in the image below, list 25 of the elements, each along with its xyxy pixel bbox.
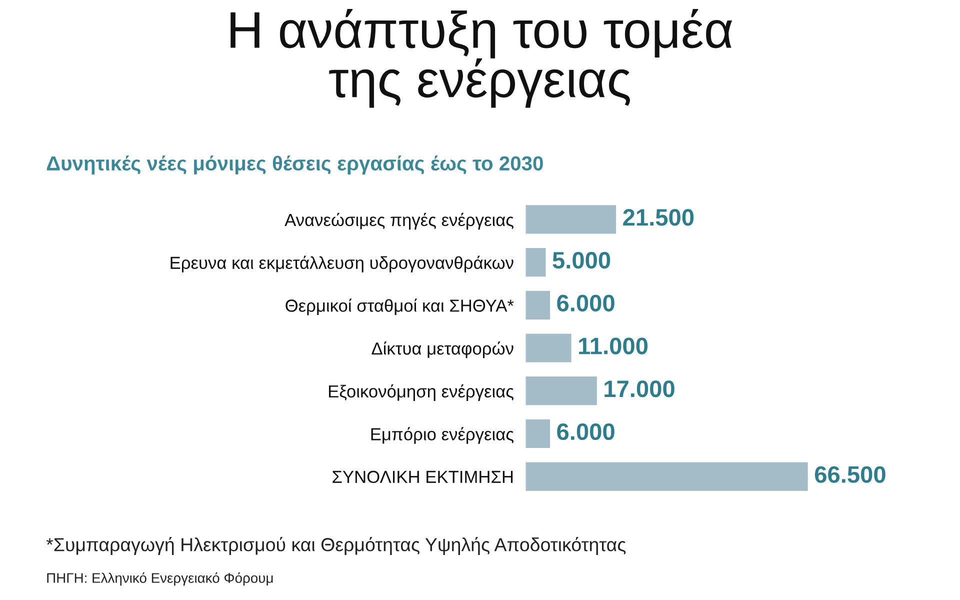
y-tick-label: Εμπόριο ενέργειας (371, 427, 514, 444)
text: ΠΗΓΗ: Ελληνικό Ενεργειακό Φόρουμ (47, 572, 273, 586)
bar (525, 375, 598, 407)
y-tick-label: Θερμικοί σταθμοί και ΣΗΘΥΑ* (286, 298, 514, 316)
bar (525, 332, 573, 364)
data-label: 5.000 (552, 252, 610, 269)
y-tick-label: Εξοικονόμηση ενέργειας (329, 384, 514, 401)
data-label: 17.000 (604, 380, 674, 398)
bar (525, 460, 810, 492)
y-tick-label: ΣΥΝΟΛΙΚΗ ΕΚΤΙΜΗΣΗ (332, 470, 513, 484)
data-label: 21.500 (623, 209, 694, 226)
text: *Συμπαραγωγή Ηλεκτρισμού και Θερμότητας Υψηλής Αποδοτικότητας (46, 536, 626, 556)
y-tick-label: Ερευνα και εκμετάλλευση υδρογονανθράκων (170, 256, 514, 272)
bar (525, 204, 618, 236)
bar (525, 246, 548, 278)
y-tick-label: Δίκτυα μεταφορών (372, 341, 514, 358)
data-label: 6.000 (557, 294, 614, 312)
data-label: 66.500 (814, 466, 886, 483)
text: Δυνητικές νέες μόνιμες θέσεις εργασίας έως το 2030 (46, 155, 543, 175)
bar (525, 418, 552, 450)
data-label: 11.000 (579, 338, 648, 354)
bar (525, 289, 552, 321)
data-label: 6.000 (557, 423, 614, 440)
y-tick-label: Ανανεώσιμες πηγές ενέργειας (284, 212, 514, 230)
chart-title: Η ανάπτυξη του τομέα της ενέργειας (230, 8, 732, 108)
